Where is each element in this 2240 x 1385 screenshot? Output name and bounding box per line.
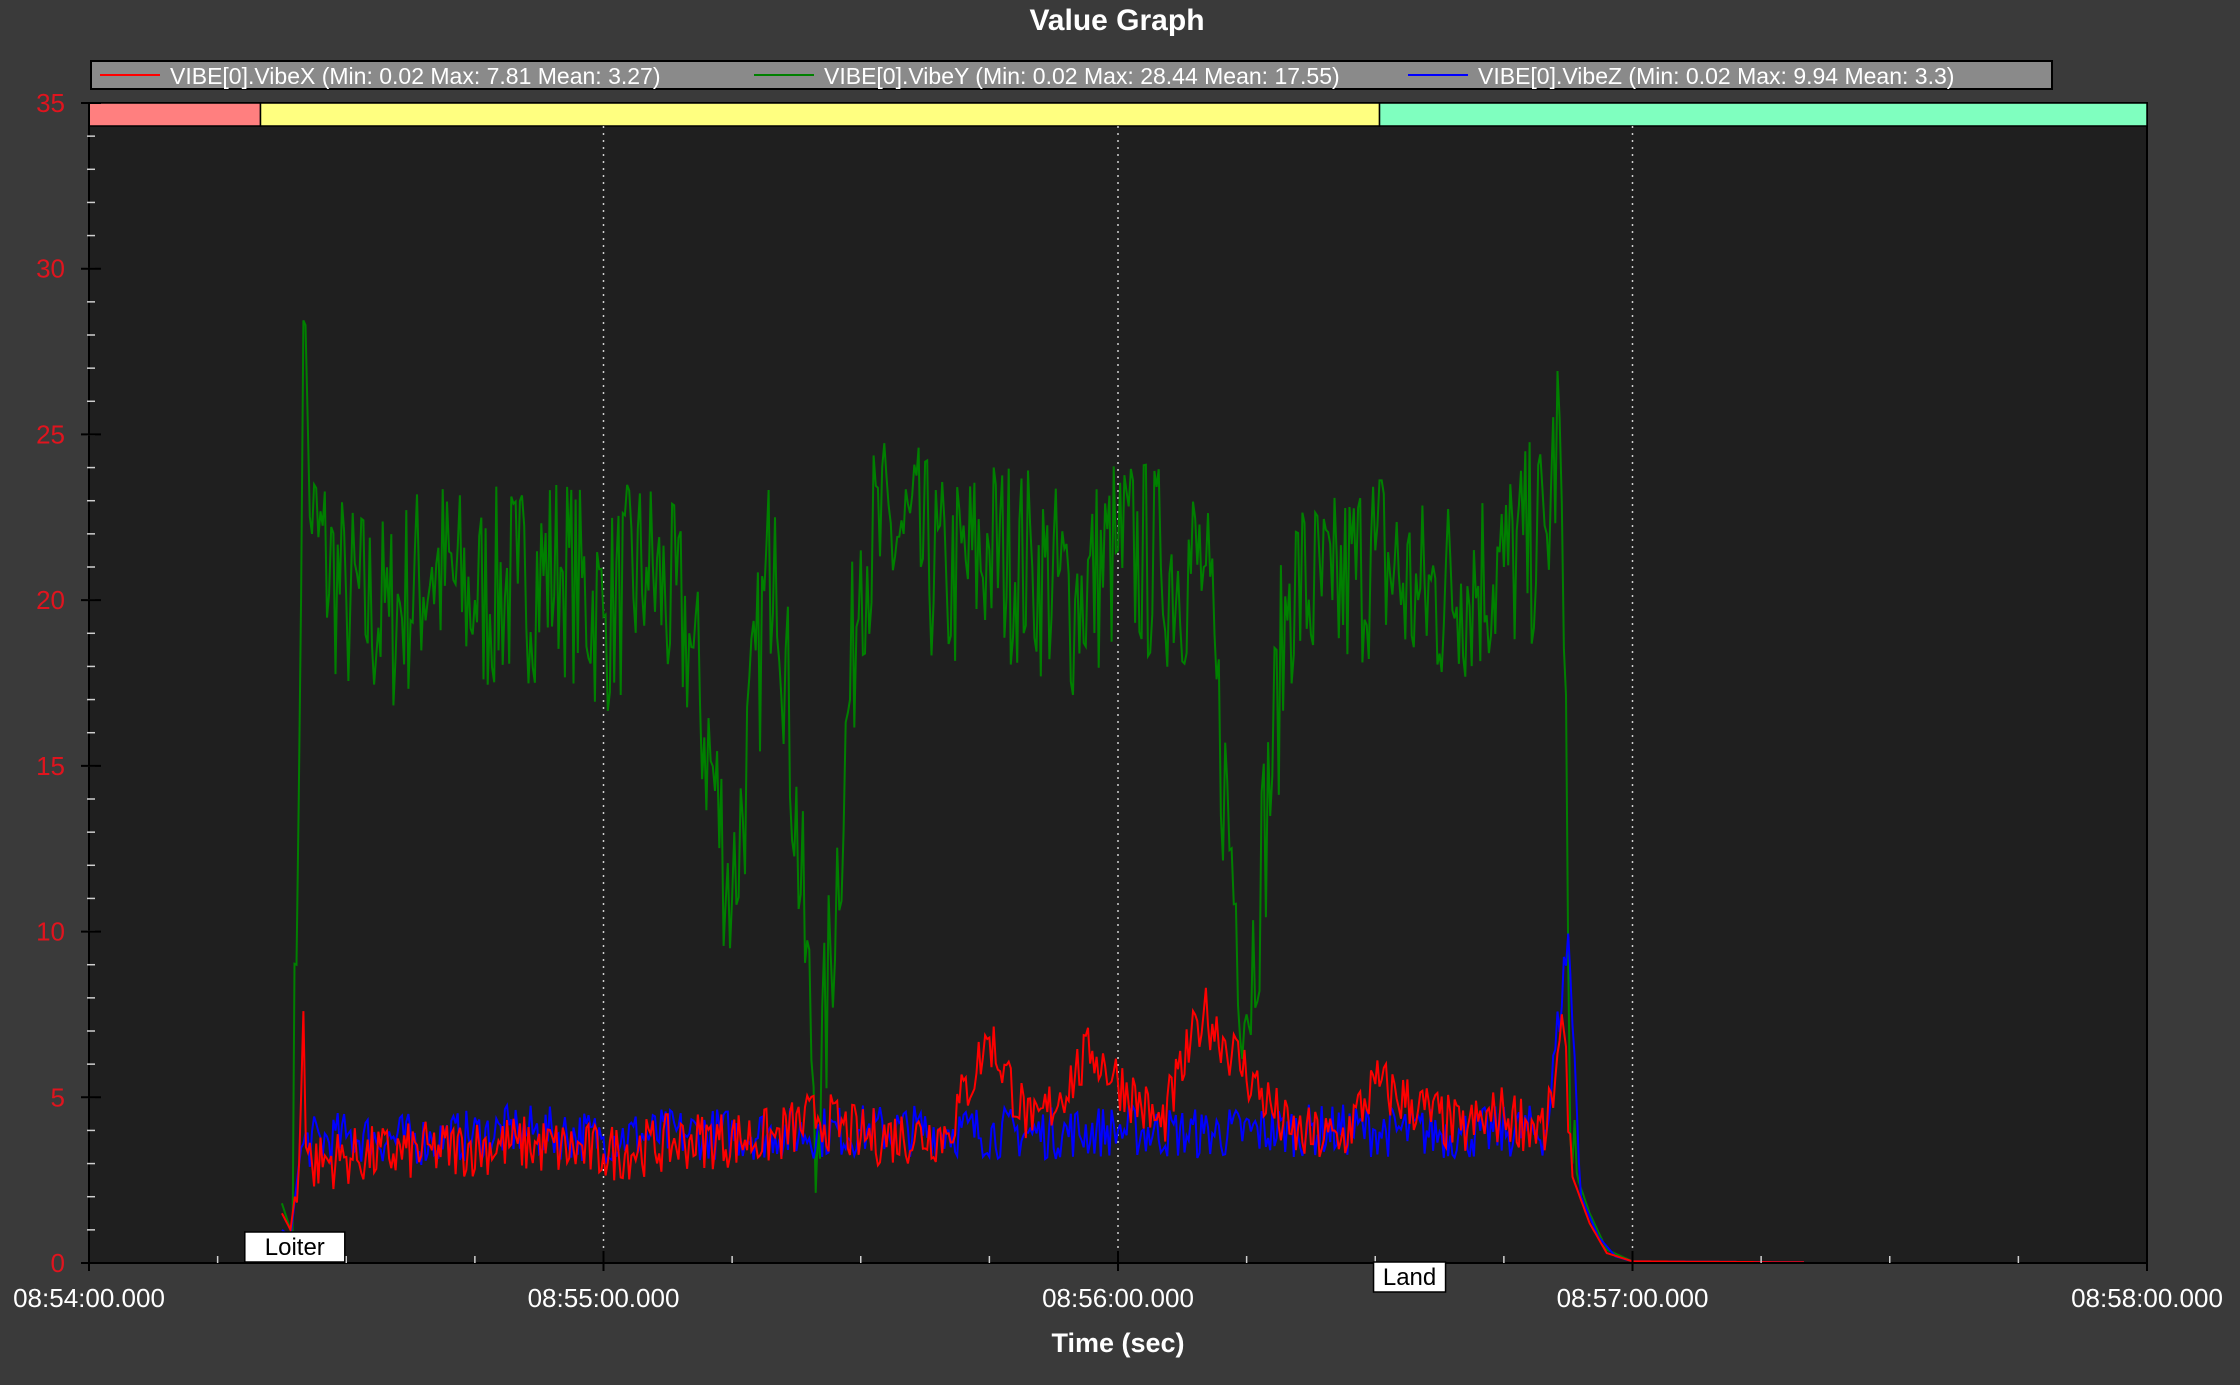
series-vibe-0-vibeyline bbox=[280, 319, 1804, 1264]
y-tick-label: 0 bbox=[51, 1248, 65, 1278]
legend-item-label[interactable]: VIBE[0].VibeX (Min: 0.02 Max: 7.81 Mean:… bbox=[170, 63, 661, 89]
x-axis-label: Time (sec) bbox=[1051, 1328, 1184, 1358]
y-tick-label: 35 bbox=[36, 88, 65, 118]
mode-annotations: Loiter Land bbox=[244, 1231, 1447, 1293]
legend-box bbox=[90, 60, 2053, 90]
annotation-box-land bbox=[1372, 1261, 1447, 1293]
annotation-box-loiter bbox=[244, 1231, 346, 1263]
x-tick-label: 08:57:00.000 bbox=[1557, 1283, 1709, 1313]
x-tick-label: 08:56:00.000 bbox=[1042, 1283, 1194, 1313]
axis-layer: 0 5 10 15 20 25 30 35 08:54:00.000 08:55:00.000 08… bbox=[13, 88, 2223, 1313]
x-grid-lines bbox=[602, 126, 1634, 1263]
flight-mode-bands bbox=[88, 102, 2148, 127]
plot-area bbox=[88, 102, 2148, 1264]
y-tick-label: 10 bbox=[36, 917, 65, 947]
y-tick-label: 20 bbox=[36, 585, 65, 615]
mode-band-1 bbox=[259, 102, 1381, 127]
x-tick-label: 08:58:00.000 bbox=[2071, 1283, 2223, 1313]
legend[interactable]: VIBE[0].VibeX (Min: 0.02 Max: 7.81 Mean:… bbox=[90, 60, 2053, 90]
y-tick-label: 15 bbox=[36, 751, 65, 781]
y-tick-label: 25 bbox=[36, 419, 65, 449]
y-tick-label: 30 bbox=[36, 254, 65, 284]
series-vibe-0-vibexline bbox=[281, 987, 1804, 1264]
chart-title: Value Graph bbox=[1029, 4, 1204, 37]
series-vibe-0-vibezline bbox=[281, 933, 1804, 1264]
annotation-label-loiter: Loiter bbox=[265, 1234, 325, 1261]
annotation-label-land: Land bbox=[1383, 1264, 1436, 1291]
series-layer bbox=[280, 319, 1804, 1264]
legend-item-label[interactable]: VIBE[0].VibeZ (Min: 0.02 Max: 9.94 Mean:… bbox=[1478, 63, 1954, 89]
mode-band-2 bbox=[1378, 102, 2148, 127]
y-tick-label: 5 bbox=[51, 1082, 65, 1112]
mode-band-0 bbox=[88, 102, 262, 127]
legend-item-label[interactable]: VIBE[0].VibeY (Min: 0.02 Max: 28.44 Mean… bbox=[824, 63, 1340, 89]
x-tick-label: 08:54:00.000 bbox=[13, 1283, 165, 1313]
x-tick-label: 08:55:00.000 bbox=[528, 1283, 680, 1313]
